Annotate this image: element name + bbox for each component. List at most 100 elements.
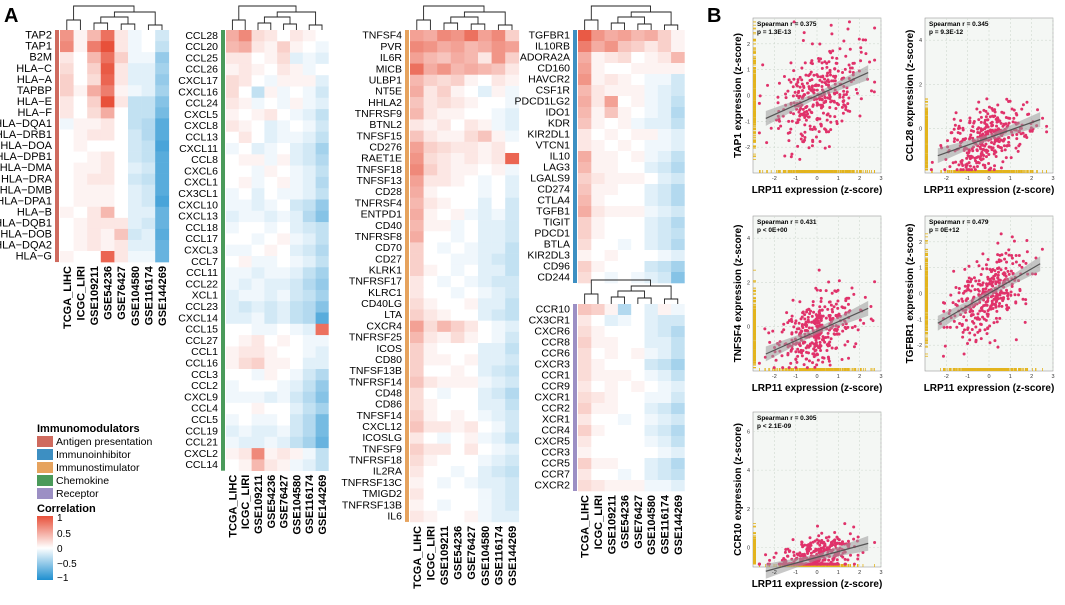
scatter-point xyxy=(954,111,958,115)
heatmap-cell xyxy=(657,304,672,316)
heatmap-cell xyxy=(251,63,265,76)
heatmap-cell xyxy=(505,242,520,254)
heatmap-cell xyxy=(238,267,252,279)
row-label: CXCR6 xyxy=(534,326,570,338)
row-label: PDCD1LG2 xyxy=(515,96,571,108)
heatmap-immunostimulator: TNFSF4PVRIL6RMICBULBP1NT5EHHLA2TNFRSF9BT… xyxy=(341,5,520,589)
scatter-point xyxy=(802,363,806,367)
scatter-point xyxy=(798,331,802,335)
scatter-point xyxy=(991,123,995,127)
scatter-point xyxy=(964,163,968,167)
heatmap-cell xyxy=(671,173,685,185)
heatmap-cell xyxy=(644,304,659,316)
scatter-point xyxy=(992,168,996,172)
row-label: VTCN1 xyxy=(536,140,571,152)
heatmap-cell xyxy=(226,289,240,302)
heatmap-cell xyxy=(505,175,520,187)
scatter-point xyxy=(995,120,999,124)
heatmap-cell xyxy=(226,86,240,99)
scatter-point xyxy=(864,52,868,56)
heatmap-cell xyxy=(290,256,304,268)
scatter-point xyxy=(969,133,973,137)
heatmap-cell xyxy=(251,131,265,144)
heatmap-cell xyxy=(491,208,506,221)
heatmap-cell xyxy=(478,141,492,154)
heatmap-cell xyxy=(73,41,88,53)
heatmap-cell xyxy=(437,354,452,366)
scatter-point xyxy=(1019,132,1023,136)
heatmap-cell xyxy=(578,425,592,437)
scatter-point xyxy=(979,129,983,133)
legend-label: Antigen presentation xyxy=(56,436,152,448)
heatmap-cell xyxy=(226,346,240,358)
scatter-point xyxy=(861,38,865,42)
scatter-point xyxy=(789,349,793,353)
heatmap-cell xyxy=(437,41,452,53)
heatmap-cell xyxy=(450,443,465,456)
row-label: CD27 xyxy=(375,253,402,265)
heatmap-cell xyxy=(464,208,479,221)
category-bar xyxy=(405,30,409,522)
heatmap-cell xyxy=(491,320,506,333)
heatmap-cell xyxy=(617,184,632,196)
heatmap-cell xyxy=(114,129,129,141)
heatmap-cell xyxy=(264,30,278,42)
heatmap-cell xyxy=(617,447,632,459)
scatter-point xyxy=(990,141,994,145)
scatter-point xyxy=(981,157,985,161)
heatmap-cell xyxy=(604,239,619,251)
scatter-point xyxy=(796,118,800,122)
legend-label: Immunostimulator xyxy=(56,462,140,474)
heatmap-cell xyxy=(437,477,452,489)
scatter-point xyxy=(796,347,800,351)
heatmap-cell xyxy=(464,141,479,154)
column-label: GSE104580 xyxy=(646,495,658,555)
heatmap-cell xyxy=(657,228,672,240)
heatmap-cell xyxy=(437,74,452,87)
column-label: ICGC_LIRI xyxy=(593,495,605,549)
heatmap-cell xyxy=(464,85,479,98)
heatmap-cell xyxy=(302,267,316,279)
heatmap-cell xyxy=(644,480,659,492)
heatmap-cell xyxy=(302,86,316,99)
heatmap-cell xyxy=(238,199,252,212)
heatmap-cell xyxy=(505,275,520,288)
heatmap-cell xyxy=(617,359,632,371)
column-label: GSE76427 xyxy=(116,266,128,320)
scatter-point xyxy=(827,314,831,318)
heatmap-cell xyxy=(290,414,304,426)
heatmap-cell xyxy=(410,97,424,109)
heatmap-cell xyxy=(464,398,479,411)
heatmap-cell xyxy=(505,231,520,243)
heatmap-cell xyxy=(491,253,506,266)
heatmap-cell xyxy=(410,30,424,42)
heatmap-cell xyxy=(464,343,479,355)
heatmap-cell xyxy=(87,63,102,75)
scatter-point xyxy=(796,120,800,124)
heatmap-cell xyxy=(264,86,278,99)
heatmap-cell xyxy=(315,391,329,404)
heatmap-cell xyxy=(423,208,438,221)
scatter-point xyxy=(807,326,811,330)
heatmap-cell xyxy=(450,74,465,87)
scatter-point xyxy=(800,78,804,82)
scatter-point xyxy=(794,319,798,323)
scatter-point xyxy=(1004,116,1008,120)
heatmap-cell xyxy=(505,309,520,321)
heatmap-cell xyxy=(644,41,659,53)
heatmap-cell xyxy=(604,370,619,382)
heatmap-cell xyxy=(437,97,452,109)
scatter-point xyxy=(821,75,825,79)
scatter-point xyxy=(803,115,807,119)
row-label: HLA−DPA1 xyxy=(0,195,52,207)
heatmap-cell xyxy=(437,387,452,400)
heatmap-cell xyxy=(410,287,424,299)
heatmap-cell xyxy=(437,186,452,198)
heatmap-cell xyxy=(141,52,156,64)
row-label: CX3CL1 xyxy=(178,188,218,200)
scatter-point xyxy=(835,346,839,350)
heatmap-cell xyxy=(644,348,659,360)
row-label: CCL18 xyxy=(185,222,218,234)
scatter-point xyxy=(786,351,790,355)
scatter-point xyxy=(1004,156,1008,160)
